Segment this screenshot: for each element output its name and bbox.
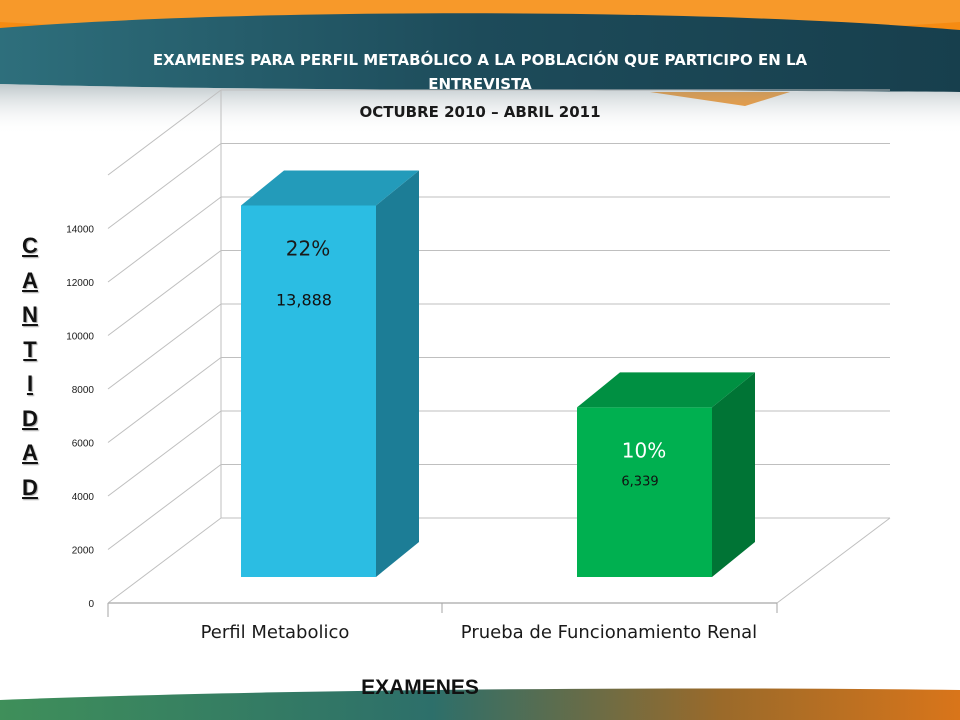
x-axis-title: EXAMENES <box>361 676 479 699</box>
gridline-diagonal <box>107 250 222 336</box>
footer-band <box>0 688 960 720</box>
gridline-diagonal <box>107 303 222 390</box>
x-axis: Perfil Metabolico Prueba de Funcionamient… <box>107 603 778 643</box>
bar-top <box>577 372 755 408</box>
gridline-diagonal <box>107 196 222 283</box>
slide-subtitle: OCTUBRE 2010 – ABRIL 2011 <box>359 103 601 121</box>
y-tick-label: 6000 <box>72 439 95 450</box>
y-axis-title-letter: D <box>22 405 38 431</box>
chart-data-labels: 22% 13,888 10% 6,339 <box>276 236 666 489</box>
bar <box>241 205 376 577</box>
y-tick-label: 12000 <box>66 278 94 289</box>
slide-title-line-1: EXAMENES PARA PERFIL METABÓLICO A LA POB… <box>152 51 808 69</box>
floor-right-edge <box>776 517 891 604</box>
y-axis-title-letter: I <box>26 371 34 396</box>
bar <box>577 407 712 577</box>
x-tick-label: Prueba de Funcionamiento Renal <box>461 622 757 643</box>
y-tick-label: 10000 <box>66 332 94 343</box>
bar-value-label: 13,888 <box>276 290 332 309</box>
gridline-diagonal <box>107 464 222 550</box>
bar-value-label: 6,339 <box>621 474 658 489</box>
bar-side <box>376 170 419 577</box>
y-tick-label: 14000 <box>66 225 94 236</box>
y-axis-title-letter: A <box>22 267 38 293</box>
y-axis-title-letter: N <box>22 302 38 327</box>
chart-gridlines <box>107 89 890 604</box>
y-tick-label: 4000 <box>72 492 95 503</box>
y-axis-title-letter: C <box>22 233 38 258</box>
chart-walls <box>108 90 891 604</box>
y-tick-label: 8000 <box>72 385 95 396</box>
y-tick-label: 2000 <box>72 546 95 557</box>
x-tick-label: Perfil Metabolico <box>201 622 350 643</box>
gridline-diagonal <box>107 517 222 604</box>
bar-top <box>241 170 419 206</box>
gridline-diagonal <box>107 143 222 229</box>
gridline-diagonal <box>107 89 222 176</box>
slide-title-line-2: ENTREVISTA <box>428 75 532 93</box>
y-axis-ticks: 0 2000 4000 6000 8000 10000 12000 14000 <box>66 225 94 611</box>
y-axis-title-letter: T <box>23 336 37 362</box>
y-axis-title-letter: A <box>22 440 38 465</box>
bar-side <box>712 372 755 577</box>
y-tick-label: 0 <box>88 599 94 610</box>
gridline-diagonal <box>107 357 222 443</box>
chart-bars <box>241 170 755 577</box>
bar-percent-label: 22% <box>286 236 330 260</box>
header-band <box>0 13 960 93</box>
gridline-diagonal <box>107 410 222 497</box>
bar-percent-label: 10% <box>622 438 666 462</box>
y-axis-title-letter: D <box>22 474 38 500</box>
